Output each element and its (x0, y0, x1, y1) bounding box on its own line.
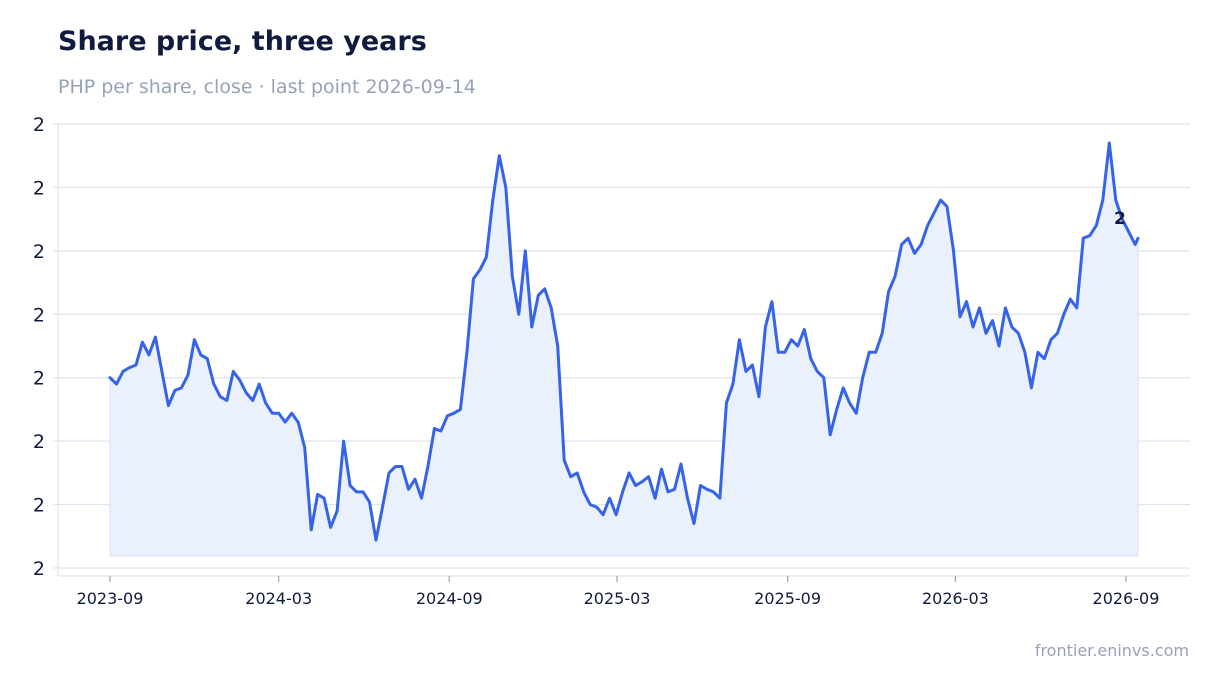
y-tick-label: 2 (33, 304, 45, 326)
series-line (108, 141, 1140, 542)
chart-title: Share price, three years (58, 26, 427, 57)
x-tick-label: 2025-03 (584, 589, 651, 608)
axis-layer (57, 124, 1190, 582)
x-tick-label: 2024-03 (245, 589, 312, 608)
label-layer: 2 2 2 2 2 2 2 2 2023-09 2024-03 2024-09 2025-03 2025… (33, 114, 1159, 608)
source-credit: frontier.eninvs.com (1034, 641, 1189, 660)
series-area (109, 142, 1139, 557)
y-tick-label: 2 (33, 431, 45, 453)
y-tick-label: 2 (33, 241, 45, 263)
x-tick-label: 2026-09 (1093, 589, 1160, 608)
y-tick-label: 2 (33, 177, 45, 199)
y-tick-label: 2 (33, 558, 45, 580)
y-tick-label: 2 (33, 114, 45, 136)
x-tick-label: 2023-09 (77, 589, 144, 608)
last-value-label: 2 (1114, 209, 1126, 229)
x-tick-label: 2026-03 (922, 589, 989, 608)
x-tick-label: 2024-09 (416, 589, 483, 608)
y-tick-label: 2 (33, 368, 45, 390)
x-tick-label: 2025-09 (754, 589, 821, 608)
area-layer (108, 141, 1140, 557)
chart-subtitle: PHP per share, close · last point 2026-0… (58, 76, 476, 98)
y-tick-label: 2 (33, 495, 45, 517)
